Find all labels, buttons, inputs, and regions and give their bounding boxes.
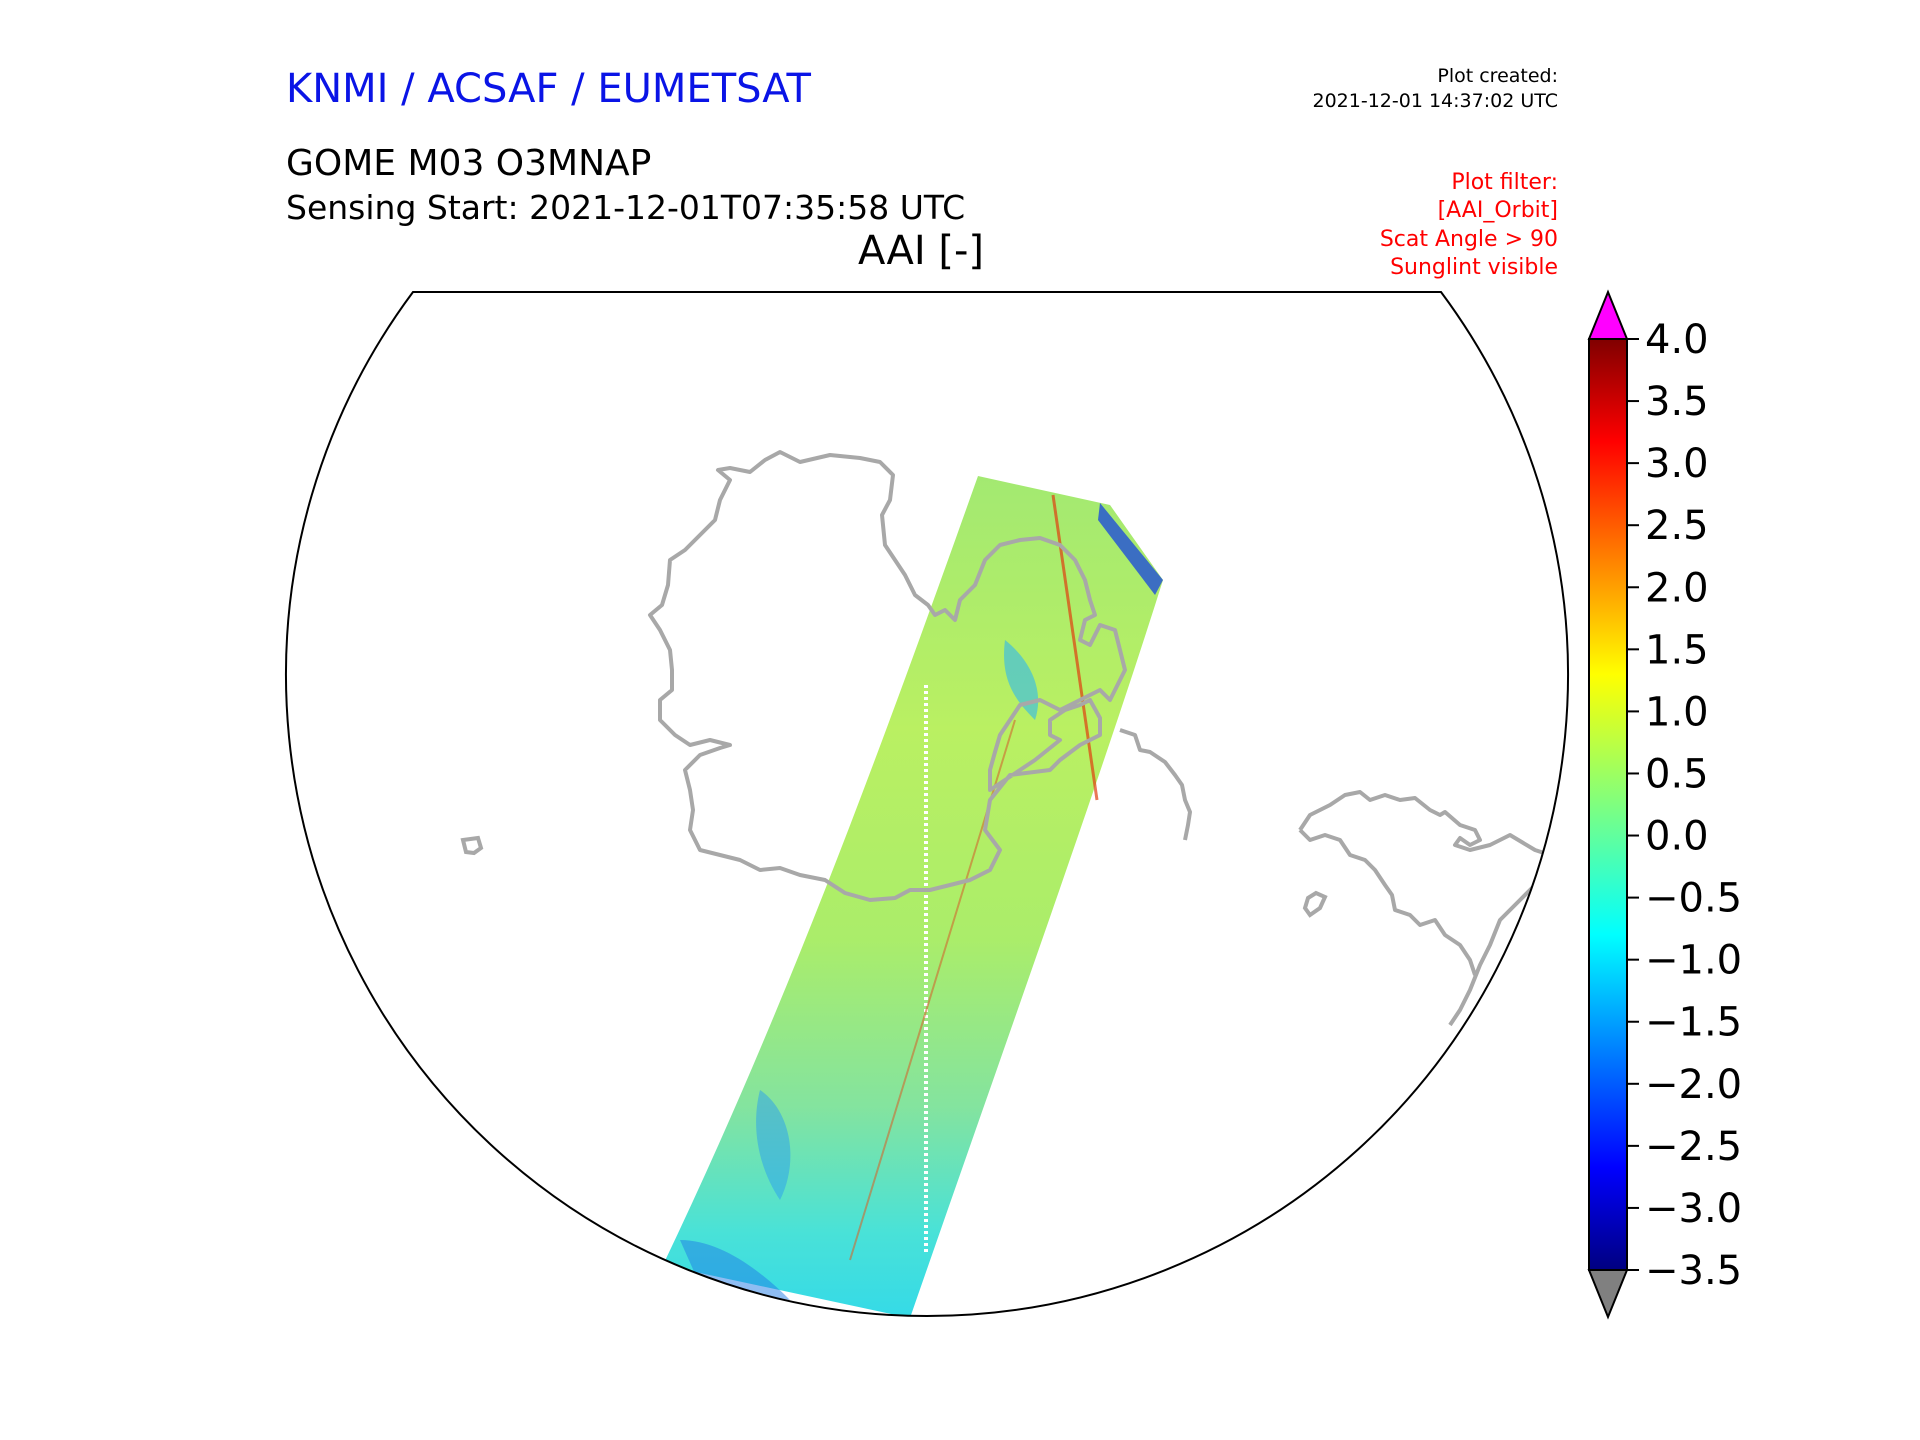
colorbar-tick-label: 1.0 — [1645, 689, 1709, 735]
colorbar-tick-label: 0.0 — [1645, 814, 1709, 860]
colorbar-extend-max — [1587, 289, 1629, 340]
colorbar-tick-label: 3.5 — [1645, 379, 1709, 425]
variable-title: AAI [-] — [858, 228, 984, 274]
colorbar-tick-label: 3.0 — [1645, 441, 1709, 487]
south-america-coastline — [1298, 790, 1562, 1027]
colorbar-tick-label: −0.5 — [1645, 876, 1742, 922]
colorbar-tick-label: −3.5 — [1645, 1248, 1742, 1294]
swath-low-aai-patch — [756, 1090, 791, 1200]
colorbar-ticks: 4.0 3.5 3.0 2.5 2.0 1.5 1.0 0.5 0.0 −0.5 −1.0 −1.5 −… — [1627, 317, 1742, 1294]
aai-swath — [663, 476, 1163, 1316]
colorbar-tick-label: 2.5 — [1645, 503, 1709, 549]
colorbar-tick-label: −3.0 — [1645, 1186, 1742, 1232]
colorbar: 4.0 3.5 3.0 2.5 2.0 1.5 1.0 0.5 0.0 −0.5 −1.0 −1.5 −… — [1587, 289, 1742, 1320]
organization-title: KNMI / ACSAF / EUMETSAT — [286, 66, 811, 112]
plot-filter-orbit: [AAI_Orbit] — [1437, 198, 1558, 223]
falkland-coastline — [1302, 890, 1328, 918]
plot-filter-scat-angle: Scat Angle > 90 — [1379, 227, 1558, 252]
sensing-start: Sensing Start: 2021-12-01T07:35:58 UTC — [286, 188, 966, 227]
colorbar-tick-label: −1.0 — [1645, 938, 1742, 984]
colorbar-gradient — [1588, 338, 1628, 1271]
colorbar-tick-label: 0.5 — [1645, 751, 1709, 797]
plot-created-label: Plot created: — [1437, 65, 1558, 87]
map-area — [285, 291, 1569, 1317]
island-coastline — [460, 835, 484, 856]
swath-edge-low — [1098, 503, 1163, 595]
colorbar-extend-min — [1587, 1269, 1629, 1320]
peninsula-coastline — [1119, 728, 1192, 841]
colorbar-tick-label: −1.5 — [1645, 1000, 1742, 1046]
plot-filter-label: Plot filter: — [1451, 170, 1558, 195]
colorbar-tick-label: −2.5 — [1645, 1124, 1742, 1170]
colorbar-tick-label: −2.0 — [1645, 1062, 1742, 1108]
plot-created-date: 2021-12-01 14:37:02 UTC — [1312, 90, 1559, 112]
product-name: GOME M03 O3MNAP — [286, 143, 652, 184]
colorbar-tick-label: 1.5 — [1645, 627, 1709, 673]
antarctica-coastline — [648, 450, 1127, 902]
colorbar-tick-label: 4.0 — [1645, 317, 1709, 363]
plot-filter-sunglint: Sunglint visible — [1390, 255, 1558, 280]
map-boundary — [285, 291, 1569, 1317]
colorbar-tick-label: 2.0 — [1645, 565, 1709, 611]
swath-low-aai-patch — [1004, 640, 1039, 720]
